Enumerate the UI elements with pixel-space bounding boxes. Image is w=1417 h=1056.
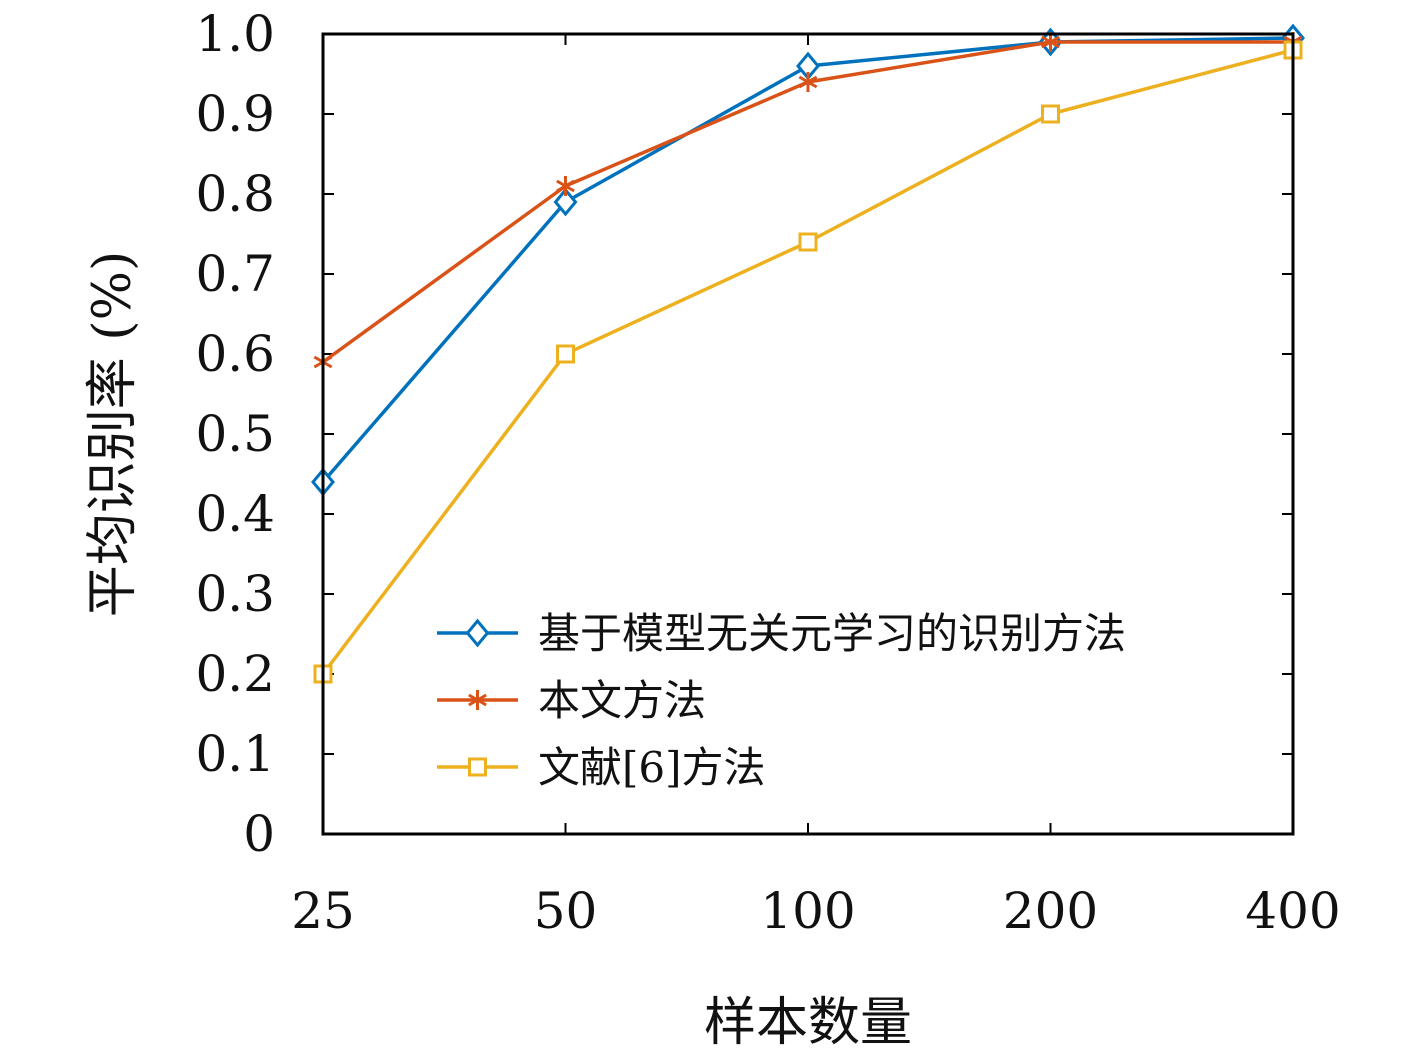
series-3 — [313, 40, 1303, 684]
data-point — [553, 187, 578, 217]
plot-frame — [321, 32, 1295, 836]
series-line — [321, 36, 1294, 484]
x-tick-label: 200 — [1003, 882, 1098, 940]
legend-item: 本文方法 — [437, 676, 706, 725]
x-axis-title: 样本数量 — [704, 993, 912, 1053]
x-tick-labels: 25 50 100 200 400 — [291, 882, 1341, 940]
y-tick-label: 0.8 — [195, 165, 275, 223]
y-tick-label: 0.1 — [195, 725, 275, 783]
y-tick-label: 0.4 — [195, 485, 275, 543]
y-tick-label: 0.3 — [195, 565, 275, 623]
legend-item: 文献[6]方法 — [437, 743, 766, 792]
legend-label: 本文方法 — [538, 676, 706, 725]
legend-label: 基于模型无关元学习的识别方法 — [538, 609, 1126, 658]
legend-item: 基于模型无关元学习的识别方法 — [437, 609, 1126, 658]
y-tick-label: 0.7 — [195, 245, 275, 303]
x-tick-label: 50 — [534, 882, 598, 940]
y-tick-label: 0.2 — [195, 645, 275, 703]
y-tick-labels: 0 0.1 0.2 0.3 0.4 0.5 0.6 0.7 0.8 0.9 1.0 — [195, 5, 275, 863]
data-point — [798, 72, 818, 92]
x-tick-label: 400 — [1245, 882, 1340, 940]
y-tick-label: 0.9 — [195, 85, 275, 143]
axis-ticks — [322, 33, 1294, 835]
y-axis-title: 平均识别率 (%) — [83, 251, 143, 618]
legend-label: 文献[6]方法 — [538, 743, 766, 792]
data-point — [556, 344, 575, 364]
plot-series — [311, 23, 1305, 684]
y-tick-label: 0 — [243, 805, 275, 863]
legend-marker — [465, 618, 490, 648]
x-tick-label: 100 — [760, 882, 855, 940]
data-point — [1041, 104, 1060, 124]
legend-marker — [468, 757, 487, 777]
series-line — [321, 48, 1294, 676]
x-tick-label: 25 — [291, 882, 355, 940]
y-tick-label: 0.6 — [195, 325, 275, 383]
y-tick-label: 1.0 — [195, 5, 275, 63]
data-point — [798, 232, 818, 252]
legend-marker — [468, 690, 487, 710]
y-tick-label: 0.5 — [195, 405, 275, 463]
data-point — [556, 176, 575, 196]
